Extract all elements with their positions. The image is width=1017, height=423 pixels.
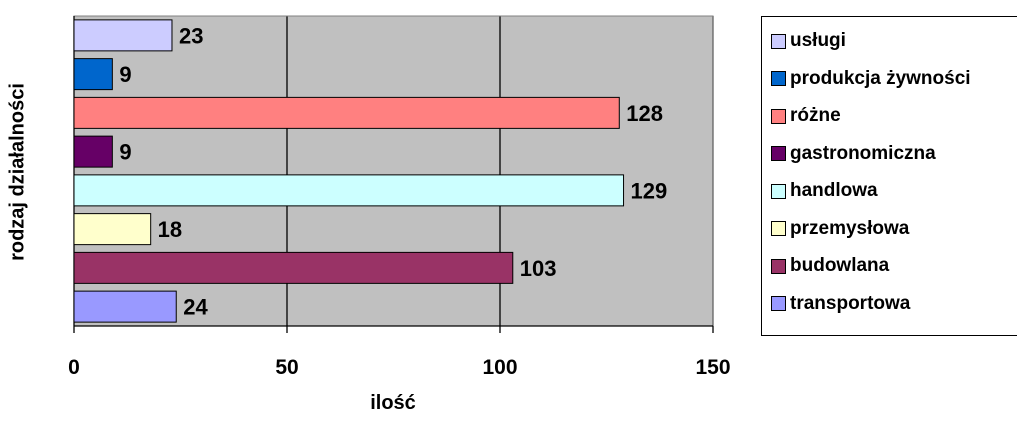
legend-item: transportowa bbox=[771, 292, 910, 316]
data-label: 23 bbox=[179, 23, 203, 48]
legend-swatch bbox=[771, 108, 786, 124]
legend-label: budowlana bbox=[790, 255, 890, 276]
x-tick-label: 100 bbox=[482, 356, 517, 379]
legend-swatch bbox=[771, 146, 786, 161]
legend-label: przemysłowa bbox=[790, 217, 910, 239]
data-label: 18 bbox=[158, 217, 182, 242]
legend: usługi produkcja żywności różne gastronomic… bbox=[761, 16, 1017, 336]
bar-7 bbox=[73, 290, 177, 323]
legend-item: różne bbox=[771, 104, 841, 128]
data-label: 103 bbox=[520, 256, 557, 281]
x-tick-label: 0 bbox=[68, 356, 80, 379]
legend-item: budowlana bbox=[771, 254, 889, 278]
legend-label: produkcja żywności bbox=[790, 67, 971, 89]
bar-4 bbox=[73, 174, 625, 207]
legend-swatch bbox=[771, 33, 786, 49]
x-tick-label: 50 bbox=[275, 356, 298, 379]
data-label: 9 bbox=[119, 140, 131, 165]
bar-0 bbox=[73, 19, 173, 52]
bar-6 bbox=[73, 251, 514, 284]
x-axis-label: ilość bbox=[370, 392, 416, 414]
legend-item: produkcja żywności bbox=[771, 67, 971, 91]
bar-2 bbox=[73, 96, 620, 129]
legend-label: transportowa bbox=[790, 292, 911, 314]
legend-label: usługi bbox=[790, 30, 846, 51]
data-label: 9 bbox=[119, 62, 131, 87]
legend-swatch bbox=[771, 71, 786, 86]
bar-3 bbox=[73, 135, 113, 168]
legend-swatch bbox=[771, 221, 786, 236]
legend-swatch bbox=[771, 258, 786, 274]
y-axis-label: rodzaj działalności bbox=[6, 83, 29, 261]
legend-label: różne bbox=[790, 105, 841, 126]
data-label: 128 bbox=[626, 101, 663, 126]
legend-swatch bbox=[771, 296, 786, 311]
legend-item: gastronomiczna bbox=[771, 142, 936, 166]
legend-item: handlowa bbox=[771, 179, 878, 203]
legend-swatch bbox=[771, 183, 786, 199]
legend-item: usługi bbox=[771, 29, 846, 53]
bar-1 bbox=[73, 58, 113, 91]
data-label: 24 bbox=[183, 295, 208, 320]
legend-label: handlowa bbox=[790, 180, 878, 201]
x-tick-label: 150 bbox=[695, 356, 730, 379]
data-label: 129 bbox=[631, 178, 668, 203]
legend-label: gastronomiczna bbox=[790, 142, 936, 164]
bar-5 bbox=[73, 213, 152, 246]
legend-item: przemysłowa bbox=[771, 217, 909, 241]
